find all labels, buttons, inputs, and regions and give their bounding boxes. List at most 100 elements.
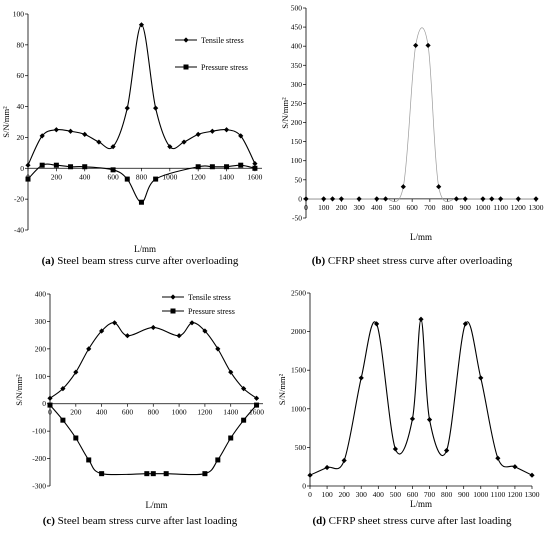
- data-point: [512, 464, 518, 470]
- y-tick-label: 1500: [291, 366, 306, 375]
- data-point: [153, 176, 159, 182]
- y-tick-label: 60: [17, 71, 25, 80]
- data-point: [60, 417, 66, 423]
- x-tick-label: 500: [390, 490, 402, 499]
- x-axis-label: L/mm: [410, 499, 432, 509]
- data-point: [60, 386, 66, 392]
- x-tick-label: 400: [96, 408, 108, 417]
- legend-marker: [170, 294, 176, 300]
- data-point: [338, 196, 344, 202]
- data-point: [241, 417, 247, 423]
- data-point: [176, 333, 182, 339]
- data-point: [124, 176, 130, 182]
- data-point: [202, 471, 208, 477]
- data-point: [110, 144, 116, 150]
- data-point: [47, 395, 53, 401]
- y-tick-label: 450: [291, 23, 303, 32]
- x-axis-label: L/mm: [146, 500, 168, 510]
- data-point: [215, 346, 221, 352]
- x-tick-label: 200: [336, 203, 348, 212]
- data-point: [307, 472, 313, 478]
- data-point: [163, 471, 169, 477]
- x-tick-label: 800: [442, 203, 454, 212]
- x-tick-label: 600: [407, 203, 419, 212]
- y-tick-label: 100: [291, 156, 303, 165]
- data-point: [478, 375, 484, 381]
- y-tick-label: 0: [42, 399, 46, 408]
- data-point: [181, 139, 187, 145]
- y-tick-label: -40: [14, 226, 24, 235]
- y-tick-label: -50: [292, 214, 302, 223]
- legend-marker: [170, 308, 176, 314]
- data-point: [110, 167, 116, 173]
- x-tick-label: 1100: [493, 203, 508, 212]
- data-point: [150, 324, 156, 331]
- x-tick-label: 1200: [507, 490, 522, 499]
- legend-label: Tensile stress: [201, 36, 244, 45]
- data-point: [228, 369, 234, 375]
- data-point: [409, 416, 416, 422]
- y-tick-label: 50: [295, 175, 303, 184]
- y-tick-label: 500: [295, 443, 307, 452]
- y-tick-label: 20: [17, 133, 25, 142]
- data-point: [209, 164, 215, 170]
- y-tick-label: 150: [291, 137, 303, 146]
- x-tick-label: 0: [308, 490, 312, 499]
- y-tick-label: 100: [35, 372, 47, 381]
- data-point: [462, 321, 468, 327]
- caption-c: (c) Steel beam stress curve after last l…: [43, 515, 238, 527]
- x-tick-label: 1400: [223, 408, 238, 417]
- data-point: [167, 144, 173, 150]
- data-point: [67, 128, 74, 134]
- data-point: [209, 128, 215, 134]
- legend-marker: [183, 64, 189, 70]
- data-point: [303, 196, 309, 202]
- data-point: [238, 133, 244, 139]
- data-point: [480, 196, 486, 202]
- data-point: [374, 321, 380, 327]
- data-point: [358, 375, 364, 381]
- x-tick-label: 1300: [525, 490, 540, 499]
- x-tick-label: 1200: [191, 172, 206, 181]
- x-tick-label: 200: [339, 490, 351, 499]
- x-tick-label: 700: [424, 490, 436, 499]
- data-point: [124, 105, 130, 111]
- data-point: [150, 471, 156, 477]
- x-tick-label: 0: [48, 408, 52, 417]
- data-point: [68, 164, 74, 170]
- data-point: [418, 316, 424, 322]
- y-tick-label: -200: [32, 454, 46, 463]
- x-axis-label: L/mm: [134, 244, 156, 254]
- x-tick-label: 1200: [511, 203, 526, 212]
- data-point: [86, 346, 92, 352]
- data-point: [202, 328, 208, 334]
- y-tick-label: 0: [20, 164, 24, 173]
- data-point: [82, 164, 88, 170]
- legend-label: Tensile stress: [188, 293, 231, 302]
- data-point: [533, 196, 539, 202]
- y-axis-label: S/N/mm²: [280, 97, 290, 129]
- data-point: [413, 42, 419, 49]
- data-point: [383, 196, 389, 202]
- data-point: [215, 457, 221, 463]
- data-point: [99, 328, 105, 334]
- data-point: [47, 402, 53, 408]
- data-point: [195, 164, 201, 170]
- data-point: [138, 199, 144, 205]
- data-point: [153, 105, 159, 111]
- data-point: [254, 402, 260, 408]
- data-point: [73, 435, 79, 441]
- data-point: [392, 446, 398, 452]
- x-tick-label: 400: [371, 203, 383, 212]
- y-tick-label: 200: [35, 344, 47, 353]
- y-tick-label: 300: [35, 317, 47, 326]
- x-tick-label: 900: [458, 490, 470, 499]
- y-tick-label: -100: [32, 427, 46, 436]
- y-tick-label: 400: [35, 290, 47, 299]
- data-point: [374, 196, 380, 202]
- data-point: [498, 196, 504, 202]
- data-point: [189, 320, 195, 326]
- series-line-tensile-stress: [49, 322, 257, 399]
- x-tick-label: 300: [356, 490, 368, 499]
